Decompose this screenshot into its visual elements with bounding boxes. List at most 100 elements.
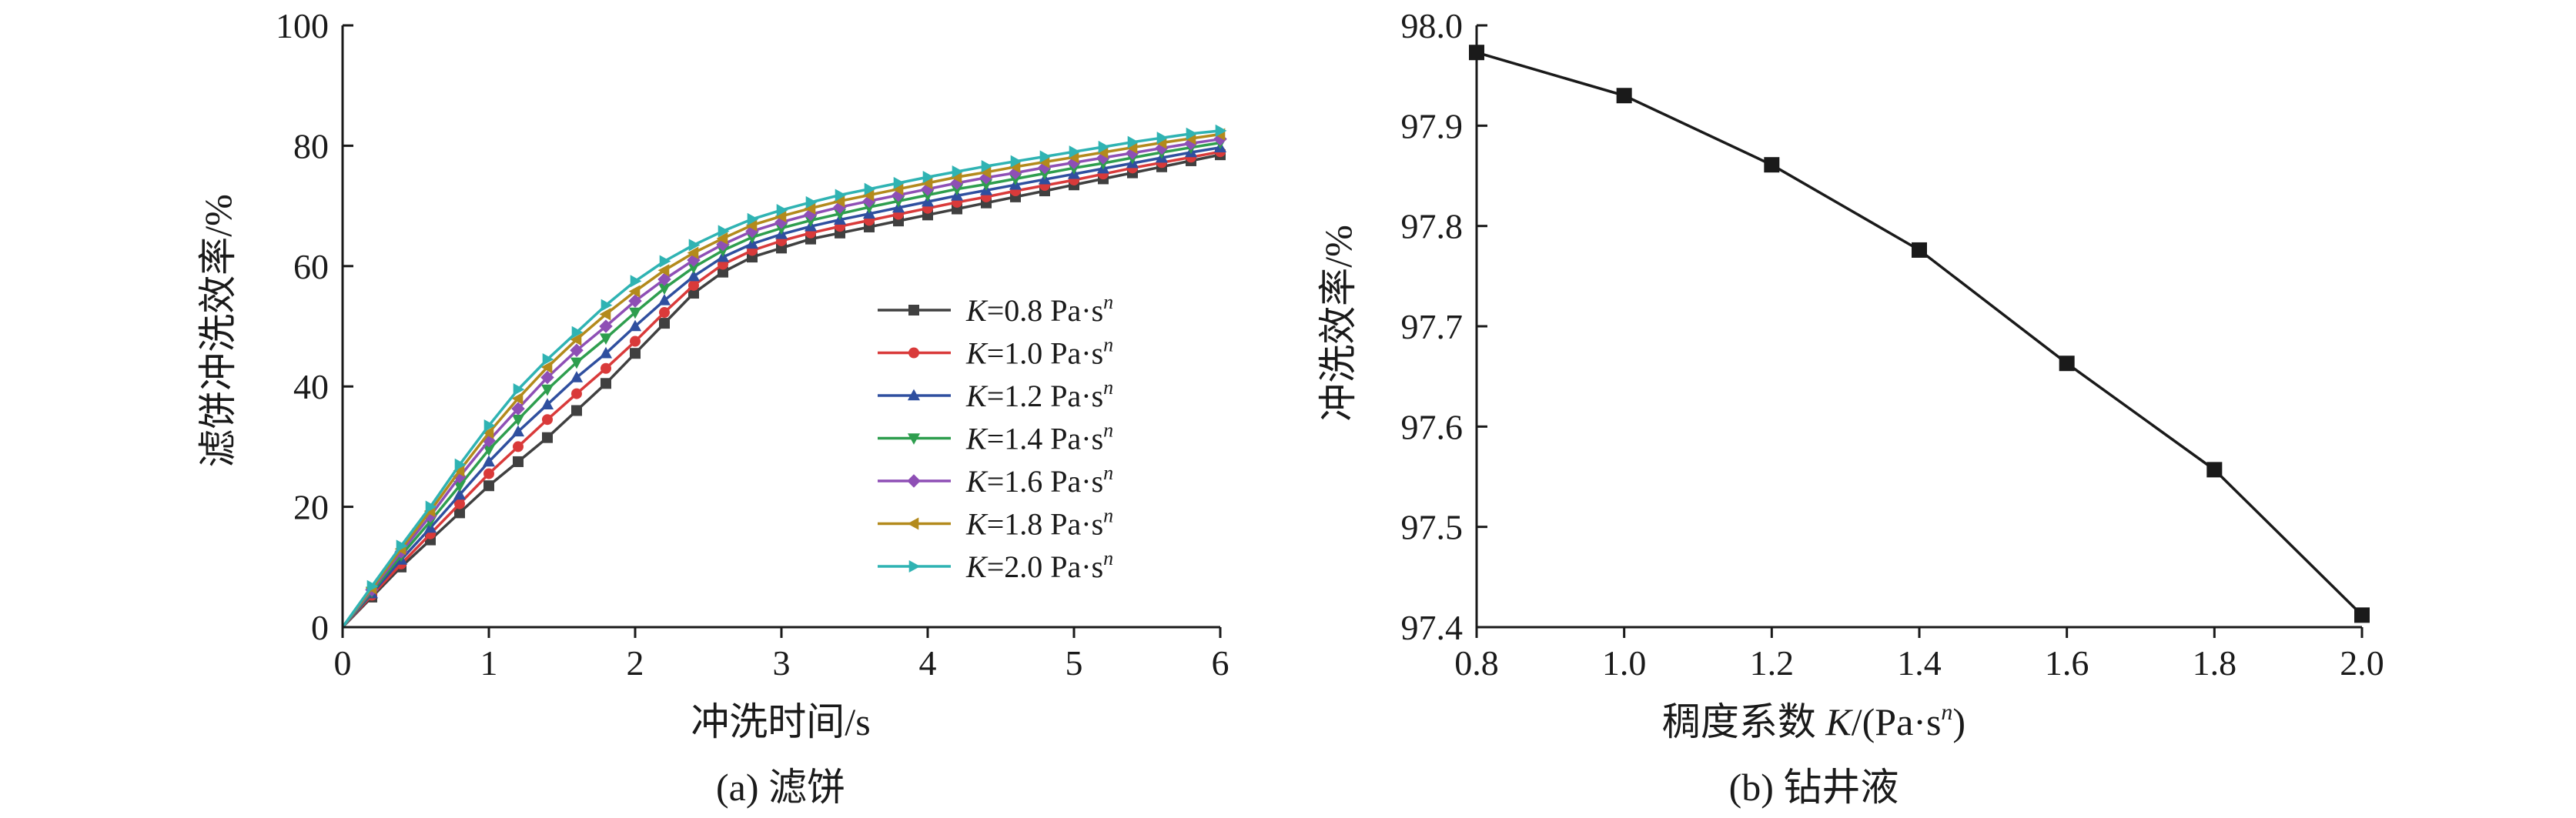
panel-b-x-tick-label: 1.6	[2045, 643, 2089, 683]
legend-entry: K=1.6 Pa·sn	[878, 462, 1113, 499]
panel-b-xlabel-main: 稠度系数	[1662, 700, 1826, 743]
panel-a-data-point	[571, 405, 582, 416]
panel-b-data-point	[1616, 88, 1632, 104]
panel-a-data-point	[513, 441, 524, 452]
panel-a-data-point	[540, 384, 554, 396]
panel-a-data-point	[542, 432, 553, 443]
panel-a-data-point	[483, 419, 496, 432]
panel-a-data-point	[687, 262, 701, 274]
legend-superscript: n	[1103, 419, 1113, 442]
legend-superscript: n	[1103, 376, 1113, 399]
panel-a-data-point	[1010, 155, 1022, 168]
panel-a-data-point	[716, 232, 728, 245]
panel-a-data-point	[1038, 169, 1052, 180]
panel-a-data-point	[599, 346, 613, 359]
panel-a-data-point	[659, 255, 671, 268]
legend-marker	[907, 433, 921, 445]
panel-a-data-point	[453, 464, 465, 477]
panel-a-data-point	[1069, 145, 1081, 159]
legend-value: =2.0 Pa·s	[987, 549, 1103, 584]
legend-k-symbol: K	[965, 464, 989, 499]
panel-a-x-tick-label: 5	[1066, 643, 1083, 683]
panel-a-data-point	[1098, 140, 1110, 154]
panel-a-data-point	[979, 165, 992, 179]
panel-a-data-point	[540, 370, 554, 385]
panel-a-data-point	[657, 264, 670, 277]
panel-b-x-axis-label: 稠度系数 K/(Pa·sn)	[1662, 699, 1965, 743]
panel-b-y-tick-label: 97.8	[1401, 207, 1464, 246]
panel-a-data-point	[454, 498, 465, 509]
panel-b-x-tick-label: 0.8	[1454, 643, 1499, 683]
panel-a-data-point	[599, 308, 611, 321]
panel-a-caption: (a) 滤饼	[716, 766, 845, 809]
legend-k-symbol: K	[965, 549, 989, 584]
panel-a-data-point	[688, 287, 699, 299]
legend-label: K=1.8 Pa·sn	[965, 505, 1113, 542]
panel-a-data-point	[570, 357, 584, 369]
legend-label: K=0.8 Pa·sn	[965, 291, 1113, 328]
panel-a-x-tick-label: 4	[919, 643, 937, 683]
panel-a-data-point	[688, 279, 699, 291]
panel-b-y-tick-label: 97.5	[1401, 508, 1464, 547]
panel-a-data-point	[657, 283, 671, 295]
panel-a-data-point	[687, 246, 699, 259]
panel-a-data-point	[599, 333, 613, 346]
legend-superscript: n	[1103, 334, 1113, 356]
legend-label: K=2.0 Pa·sn	[965, 547, 1113, 584]
panel-a-data-point	[628, 294, 642, 308]
panel-b-xlabel-k: K	[1825, 700, 1853, 743]
legend-value: =0.8 Pa·s	[987, 293, 1103, 328]
panel-a-data-point	[453, 488, 467, 500]
panel-a-data-point	[513, 383, 525, 396]
panel-a-data-point	[718, 225, 730, 238]
panel-b-y-tick-label: 97.4	[1401, 608, 1464, 647]
panel-b-x-tick-label: 1.0	[1602, 643, 1647, 683]
panel-a-data-point	[1215, 124, 1227, 137]
panel-a-data-point	[774, 223, 788, 235]
panel-a-data-point	[718, 266, 728, 278]
panel-a-data-point	[921, 190, 935, 202]
panel-b-series-group	[1469, 45, 2370, 623]
panel-a-data-point	[483, 468, 494, 479]
panel-b-y-tick-label: 97.6	[1401, 407, 1464, 446]
panel-a-data-point	[570, 371, 584, 382]
panel-a-data-point	[981, 159, 993, 173]
panel-a-data-point	[804, 215, 818, 227]
panel-a-data-point	[833, 209, 847, 221]
legend-value: =1.2 Pa·s	[987, 379, 1103, 413]
panel-a-data-point	[628, 307, 642, 319]
panel-a-data-point	[747, 212, 759, 225]
legend-entry: K=0.8 Pa·sn	[878, 291, 1113, 328]
panel-a-y-tick-label: 20	[293, 488, 329, 527]
panel-a-data-point	[716, 245, 730, 257]
legend-entry: K=1.2 Pa·sn	[878, 376, 1113, 413]
panel-a-data-point	[893, 176, 905, 189]
panel-a-data-point	[835, 189, 847, 202]
panel-a-data-point	[630, 348, 641, 359]
panel-b-series-line	[1476, 51, 2364, 616]
legend-value: =1.6 Pa·s	[987, 464, 1103, 499]
legend-label: K=1.0 Pa·sn	[965, 334, 1113, 371]
panel-a-data-point	[657, 293, 671, 305]
legend-marker	[908, 559, 921, 573]
panel-a-series	[341, 128, 1226, 629]
panel-a-data-point	[892, 182, 904, 195]
panel-a-x-tick-label: 6	[1212, 643, 1229, 683]
legend-label: K=1.6 Pa·sn	[965, 462, 1113, 499]
panel-a-data-point	[542, 352, 554, 366]
panel-a-data-point	[979, 179, 993, 191]
panel-a-data-point	[950, 184, 964, 196]
panel-a-y-tick-label: 60	[293, 247, 329, 286]
legend-entry: K=1.4 Pa·sn	[878, 419, 1113, 456]
panel-a-data-point	[542, 414, 553, 426]
legend-marker	[907, 389, 921, 401]
legend-superscript: n	[1103, 505, 1113, 527]
panel-a-data-point	[483, 480, 494, 492]
panel-a-data-point	[833, 195, 845, 208]
legend-k-symbol: K	[965, 293, 989, 328]
panel-a-data-point	[511, 402, 525, 416]
panel-b-data-point	[2059, 356, 2075, 372]
panel-a-data-point	[1127, 135, 1139, 149]
panel-b-x-tick-label: 1.2	[1750, 643, 1795, 683]
legend-marker	[907, 517, 919, 530]
